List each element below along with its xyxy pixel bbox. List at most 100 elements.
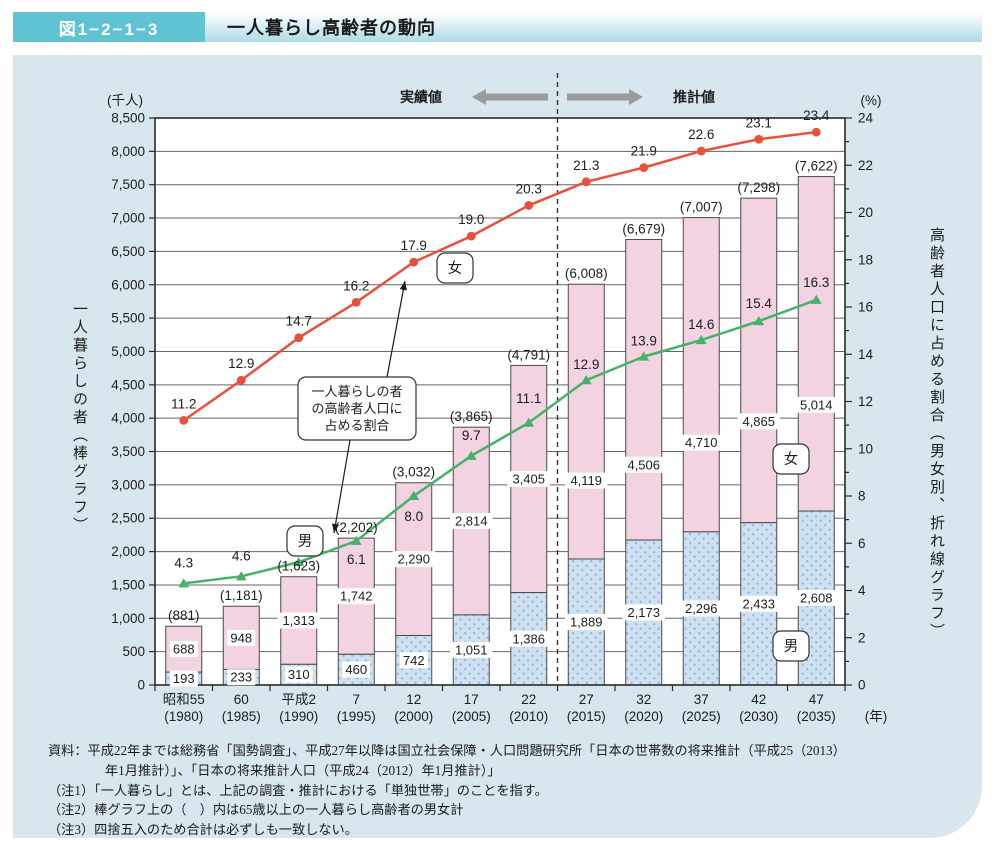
marker-triangle xyxy=(178,578,190,588)
callout-text: の高齢者人口に xyxy=(311,401,402,416)
line-series-male xyxy=(178,294,822,588)
marker-triangle xyxy=(408,490,420,500)
female-value-bg xyxy=(277,612,320,629)
actual-estimate-divider: 実績値 推計値 xyxy=(400,73,715,685)
pct-female: 19.0 xyxy=(458,212,484,227)
estimate-values-label: 推計値 xyxy=(673,89,715,105)
pct-female: 16.2 xyxy=(343,278,369,293)
x-label-era: 27 xyxy=(579,692,594,707)
pct-female: 23.1 xyxy=(746,115,772,130)
pct-female: 20.3 xyxy=(516,181,542,196)
total-value: (881) xyxy=(168,608,200,623)
right-tick-label: 16 xyxy=(858,300,873,315)
note-3: （注3）四捨五入のため合計は必ずしも一致しない。 xyxy=(48,822,358,838)
bar-female-2025 xyxy=(682,217,720,533)
x-label-year: (2015) xyxy=(567,709,606,724)
marker-circle xyxy=(811,127,821,137)
callout-text: 占める割合 xyxy=(324,418,389,433)
male-value-bg xyxy=(565,613,608,630)
pct-male: 15.4 xyxy=(746,296,773,311)
right-tick-label: 22 xyxy=(858,158,873,173)
male-value-bg xyxy=(227,669,256,686)
male-value: 1,051 xyxy=(455,642,488,657)
male-value-bg xyxy=(450,641,493,658)
x-label-era: 37 xyxy=(694,692,709,707)
right-tick-label: 14 xyxy=(858,347,874,362)
pct-female: 14.7 xyxy=(286,314,312,329)
pct-male: 16.3 xyxy=(803,275,829,290)
callout-arrow-down-line xyxy=(333,439,351,534)
actual-arrow-icon xyxy=(472,89,548,105)
x-label-year: (1985) xyxy=(222,709,261,724)
x-label-era: 平成2 xyxy=(281,692,316,707)
x-label-year: (2000) xyxy=(394,709,433,724)
female-value-bg xyxy=(227,629,256,646)
left-tick-label: 4,500 xyxy=(111,377,145,392)
total-value: (4,791) xyxy=(507,347,550,362)
callout-arrow-up-line xyxy=(386,280,406,378)
right-tick-label: 24 xyxy=(858,111,874,126)
right-tick-label: 6 xyxy=(858,536,866,551)
marker-triangle xyxy=(580,375,592,385)
callout-box xyxy=(297,376,417,441)
percent-labels: 11.2 12.9 14.7 16.2 17.9 19.0 20.3 21.3 21.9 22.6… xyxy=(171,108,830,570)
pct-male: 6.1 xyxy=(347,552,366,567)
male-value-bg xyxy=(737,595,780,612)
line-male-badge: 男 xyxy=(298,534,313,550)
male-value-bg xyxy=(399,652,428,669)
left-tick-label: 3,000 xyxy=(111,477,145,492)
pct-male: 14.6 xyxy=(688,317,714,332)
left-tick-label: 5,500 xyxy=(111,311,145,326)
left-axis-unit: (千人) xyxy=(107,93,143,108)
x-label-era: 7 xyxy=(352,692,360,707)
line-male-badge-box xyxy=(286,525,324,557)
total-value: (1,181) xyxy=(220,588,263,603)
female-value: 4,119 xyxy=(570,473,602,488)
pct-male: 13.9 xyxy=(631,334,657,349)
right-tick-label: 4 xyxy=(858,583,866,598)
left-tick-label: 0 xyxy=(137,678,145,693)
marker-circle xyxy=(581,177,591,187)
male-value: 742 xyxy=(403,653,425,668)
left-tick-label: 1,000 xyxy=(111,611,145,626)
male-value-bg xyxy=(795,590,838,607)
left-tick-label: 8,000 xyxy=(111,144,145,159)
right-tick-label: 12 xyxy=(858,394,873,409)
female-value-bg xyxy=(680,434,723,451)
x-axis-labels: 昭和55 (1980) 60 (1985) 平成2 (1990) 7 (1995) 12 (200… xyxy=(154,685,887,724)
marker-triangle xyxy=(465,450,477,460)
bar-male-badge: 男 xyxy=(784,639,799,655)
marker-triangle xyxy=(235,571,247,581)
left-tick-label: 3,500 xyxy=(111,444,145,459)
total-value: (7,298) xyxy=(737,180,780,195)
actual-values-label: 実績値 xyxy=(400,89,442,105)
female-value-bg xyxy=(507,470,550,487)
male-value: 233 xyxy=(230,670,252,685)
right-axis-unit: (%) xyxy=(861,93,882,108)
male-value-bg xyxy=(169,670,198,687)
right-tick-label: 0 xyxy=(858,678,866,693)
marker-circle xyxy=(754,134,764,144)
right-tick-label: 20 xyxy=(858,205,873,220)
right-tick-label: 8 xyxy=(858,489,866,504)
line-path-male xyxy=(183,298,817,585)
marker-triangle xyxy=(638,351,650,361)
x-label-era: 12 xyxy=(406,692,421,707)
male-value: 2,608 xyxy=(800,591,833,606)
male-value-bg xyxy=(680,600,723,617)
total-value: (3,865) xyxy=(450,409,493,424)
marker-triangle xyxy=(350,535,362,545)
female-value-bg xyxy=(565,472,608,489)
pct-female: 17.9 xyxy=(401,238,427,253)
bar-female-2015 xyxy=(567,283,605,560)
series-badges: 女男 女男 xyxy=(286,252,810,662)
bar-male-badge-box xyxy=(772,630,810,662)
female-value-bg xyxy=(335,588,378,605)
bar-female-badge: 女 xyxy=(784,450,799,468)
line-female-badge-box xyxy=(436,252,474,284)
total-value: (2,202) xyxy=(335,520,378,535)
figure-title: 一人暮らし高齢者の動向 xyxy=(205,12,982,42)
pct-male: 4.3 xyxy=(174,555,193,570)
x-label-year: (1990) xyxy=(279,709,318,724)
left-tick-label: 8,500 xyxy=(111,111,145,126)
